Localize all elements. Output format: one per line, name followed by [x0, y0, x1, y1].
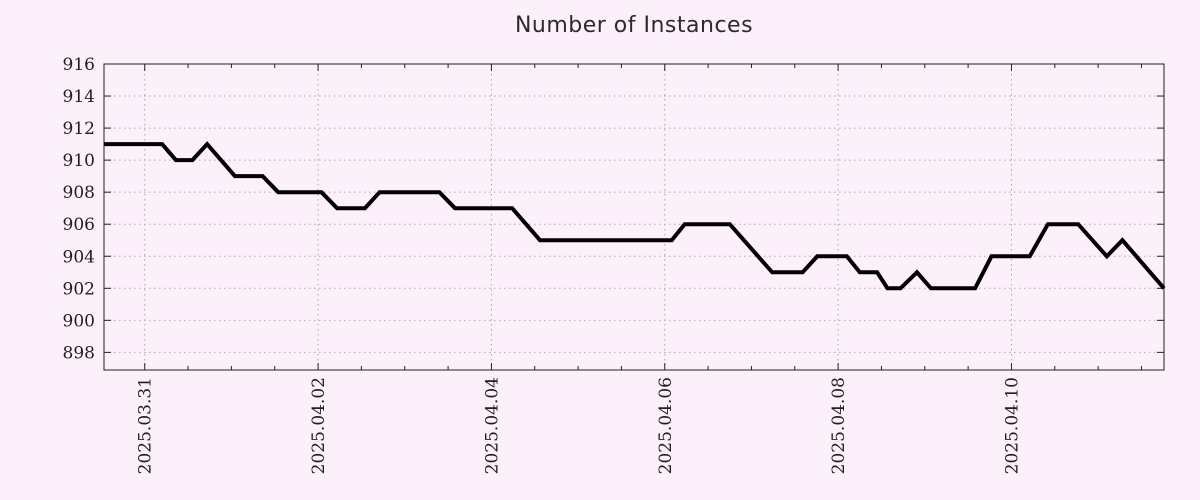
svg-text:900: 900 [63, 311, 95, 331]
svg-text:904: 904 [63, 247, 95, 267]
svg-text:910: 910 [63, 151, 95, 171]
svg-text:2025.04.04: 2025.04.04 [482, 377, 502, 474]
svg-text:2025.04.02: 2025.04.02 [309, 377, 329, 474]
y-axis-labels: 898 900 902 904 906 908 910 912 914 916 [63, 55, 95, 363]
svg-text:902: 902 [63, 279, 95, 299]
tick-marks [104, 63, 1164, 370]
svg-text:2025.04.10: 2025.04.10 [1002, 377, 1022, 474]
svg-text:2025.03.31: 2025.03.31 [136, 377, 156, 474]
svg-text:908: 908 [63, 183, 95, 203]
grid-lines [104, 64, 1164, 370]
svg-text:2025.04.08: 2025.04.08 [829, 377, 849, 474]
chart-title: Number of Instances [514, 13, 754, 38]
plot-border [103, 63, 1165, 371]
svg-text:912: 912 [63, 119, 95, 139]
svg-text:898: 898 [63, 343, 95, 363]
svg-text:2025.04.06: 2025.04.06 [656, 377, 676, 474]
instances-series-line [104, 141, 1166, 291]
svg-text:914: 914 [63, 87, 95, 107]
x-axis-labels: 2025.03.31 2025.04.02 2025.04.04 2025.04.06… [136, 377, 1023, 474]
svg-text:916: 916 [63, 55, 95, 75]
svg-text:906: 906 [63, 215, 95, 235]
